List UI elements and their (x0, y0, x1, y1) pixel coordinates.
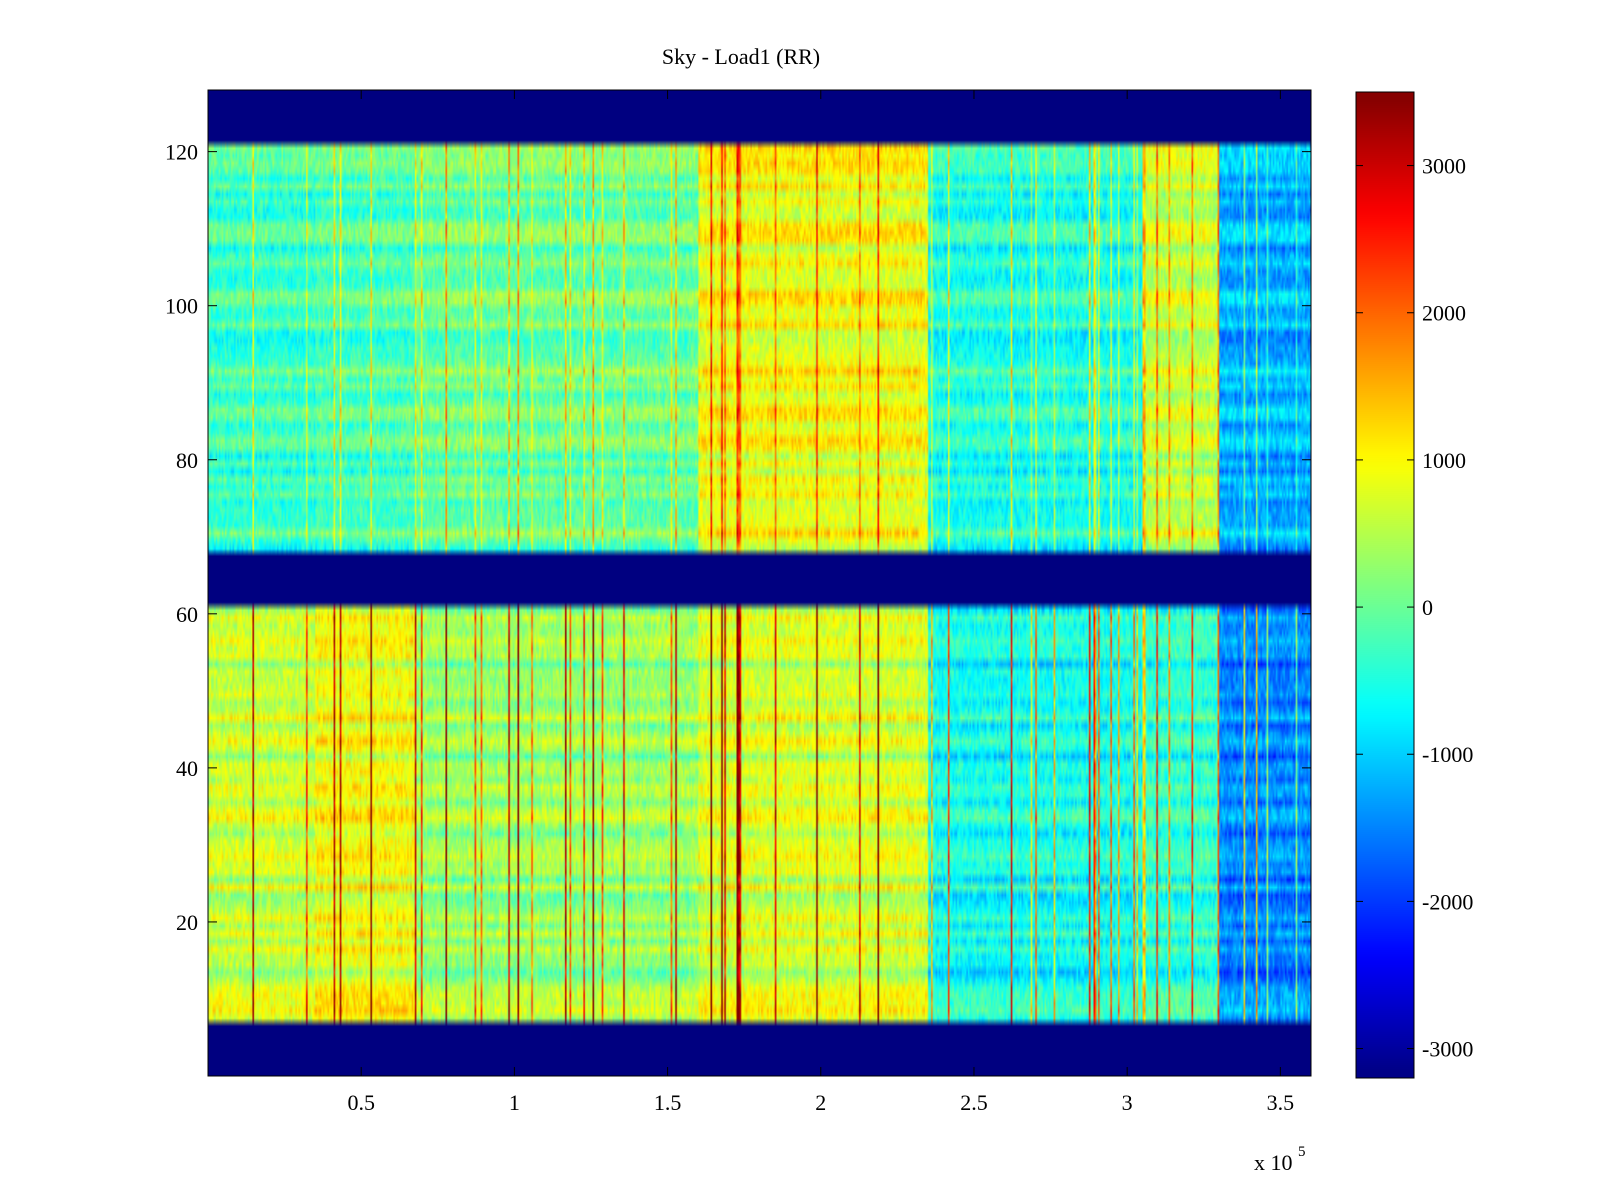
x-axis: 0.5 1 1.5 2 2.5 3 3.5 (347, 90, 1294, 1115)
colorbar-ticks: 3000 2000 1000 0 -1000 -2000 -3000 (1356, 154, 1473, 1062)
y-tick-label: 20 (176, 910, 198, 935)
x-tick-label: 3 (1122, 1090, 1133, 1115)
y-tick-label: 60 (176, 602, 198, 627)
colorbar-tick-label: -3000 (1422, 1037, 1473, 1062)
colorbar-frame (1355, 91, 1415, 1079)
x-exponent-base: x 10 (1254, 1150, 1293, 1175)
colorbar-tick-label: 1000 (1422, 448, 1466, 473)
colorbar: 3000 2000 1000 0 -1000 -2000 -3000 (1355, 91, 1473, 1079)
y-tick-label: 80 (176, 448, 198, 473)
heatmap-plot (207, 89, 1312, 1077)
colorbar-tick-label: -2000 (1422, 889, 1473, 914)
x-exponent-power: 5 (1298, 1144, 1306, 1160)
x-tick-label: 1 (509, 1090, 520, 1115)
colorbar-tick-label: 3000 (1422, 154, 1466, 179)
colorbar-tick-label: -1000 (1422, 742, 1473, 767)
colorbar-tick-label: 2000 (1422, 301, 1466, 326)
x-tick-label: 1.5 (654, 1090, 682, 1115)
x-exponent-label: x 10 5 (1254, 1144, 1306, 1175)
colorbar-gradient (1356, 92, 1414, 1078)
y-tick-label: 40 (176, 756, 198, 781)
colorbar-tick-label: 0 (1422, 595, 1433, 620)
heatmap-image (208, 90, 1311, 1076)
x-tick-label: 0.5 (347, 1090, 375, 1115)
plot-frame (207, 89, 1312, 1077)
y-axis: 20 40 60 80 100 120 (165, 140, 1311, 935)
x-tick-label: 2.5 (960, 1090, 988, 1115)
chart-title: Sky - Load1 (RR) (662, 44, 820, 69)
y-tick-label: 100 (165, 294, 198, 319)
x-tick-label: 2 (815, 1090, 826, 1115)
y-tick-label: 120 (165, 140, 198, 165)
x-tick-label: 3.5 (1267, 1090, 1295, 1115)
